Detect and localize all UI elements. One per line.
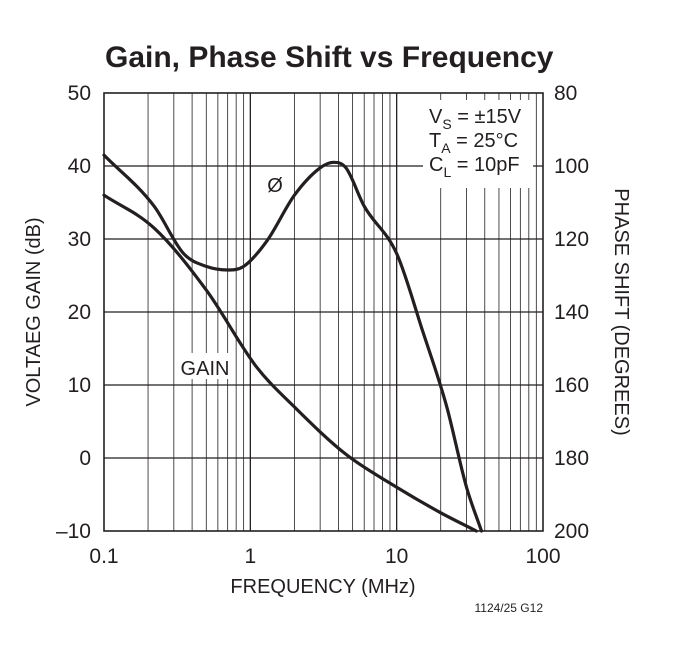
x-axis-label: FREQUENCY (MHz) [230, 576, 415, 598]
gain-series-label: GAIN [181, 358, 230, 380]
gain-label-background [176, 353, 234, 379]
condition-line: TA = 25°C [429, 130, 518, 156]
x-tick-label: 100 [525, 545, 560, 568]
y-tick-label-right: 80 [554, 82, 577, 105]
plot-grid [104, 93, 543, 531]
condition-line: VS = ±15V [429, 106, 522, 132]
gain-curve [102, 193, 478, 533]
plot-frame [103, 92, 544, 532]
y-tick-label-left: 30 [68, 228, 91, 251]
phase-series-label: Ø [267, 175, 283, 197]
y-tick-label-left: 10 [68, 374, 91, 397]
y-tick-label-right: 100 [554, 155, 589, 178]
y-tick-label-right: 180 [554, 447, 589, 470]
y-tick-label-left: 40 [68, 155, 91, 178]
chart-title: Gain, Phase Shift vs Frequency [105, 41, 554, 74]
x-tick-label: 10 [385, 545, 408, 568]
y-tick-label-left: 0 [79, 447, 91, 470]
y-tick-label-left: 20 [68, 301, 91, 324]
y-tick-label-left: 50 [68, 82, 91, 105]
conditions-background [423, 100, 533, 188]
x-tick-label: 0.1 [89, 545, 118, 568]
y-axis-label-left: VOLTAEG GAIN (dB) [23, 217, 45, 406]
y-axis-label-right: PHASE SHIFT (DEGREES) [610, 188, 632, 435]
y-tick-label-right: 120 [554, 228, 589, 251]
series-layer: GAIN Ø [102, 153, 484, 533]
y-tick-label-right: 140 [554, 301, 589, 324]
y-tick-label-right: 160 [554, 374, 589, 397]
y-tick-label-right: 200 [554, 520, 589, 543]
figure-code: 1124/25 G12 [474, 601, 543, 615]
y-tick-label-left: –10 [56, 520, 91, 543]
x-tick-label: 1 [244, 545, 256, 568]
condition-line: CL = 10pF [429, 154, 520, 180]
phase-curve [102, 153, 484, 533]
